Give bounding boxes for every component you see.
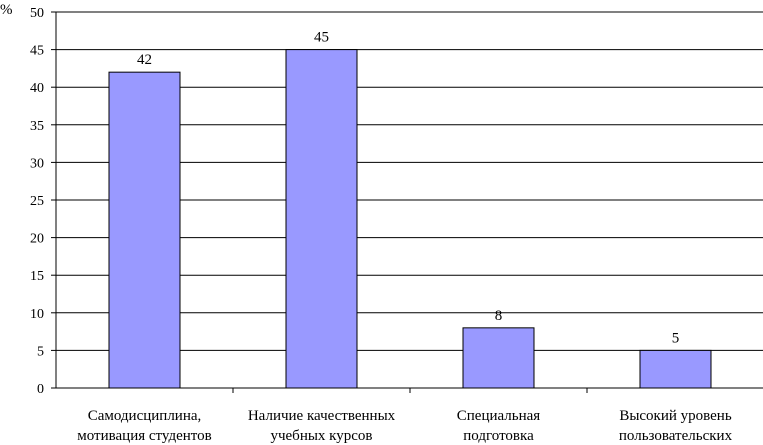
data-label: 45: [314, 30, 329, 46]
bar: [285, 49, 358, 389]
y-tick-label: 35: [30, 119, 44, 134]
y-tick-label: 50: [30, 6, 44, 21]
y-tick-label: 10: [30, 307, 44, 322]
category-label: Наличие качественных: [248, 408, 396, 424]
y-tick-label: 5: [37, 344, 44, 359]
bars: [108, 49, 712, 389]
bar: [639, 349, 712, 389]
bar: [108, 71, 181, 389]
category-labels: Самодисциплина, мотивация студентов Наличи…: [77, 408, 732, 444]
data-label: 5: [672, 330, 680, 346]
data-label: 8: [495, 308, 503, 324]
y-tick-label: 45: [30, 44, 44, 59]
category-label: пользовательских: [619, 428, 733, 444]
axes: [55, 12, 763, 393]
category-label: подготовка: [463, 428, 534, 444]
bar: [462, 327, 535, 389]
y-tick-label: 40: [30, 81, 44, 96]
y-tick-label: 25: [30, 194, 44, 209]
category-label: Самодисциплина,: [88, 408, 202, 424]
y-tick-label: 0: [37, 382, 44, 397]
category-label: учебных курсов: [270, 428, 372, 444]
y-axis-unit-label: %: [0, 2, 13, 18]
category-label: Высокий уровень: [619, 408, 732, 424]
y-axis-ticks: 0 5 10 15 20 25 30 35 40 45 50: [30, 6, 56, 397]
category-label: мотивация студентов: [77, 428, 211, 444]
category-label: Специальная: [457, 408, 541, 424]
data-label: 42: [137, 52, 152, 68]
y-tick-label: 30: [30, 156, 44, 171]
data-labels: 42 45 8 5: [137, 30, 679, 347]
y-tick-label: 15: [30, 269, 44, 284]
y-tick-label: 20: [30, 232, 44, 247]
